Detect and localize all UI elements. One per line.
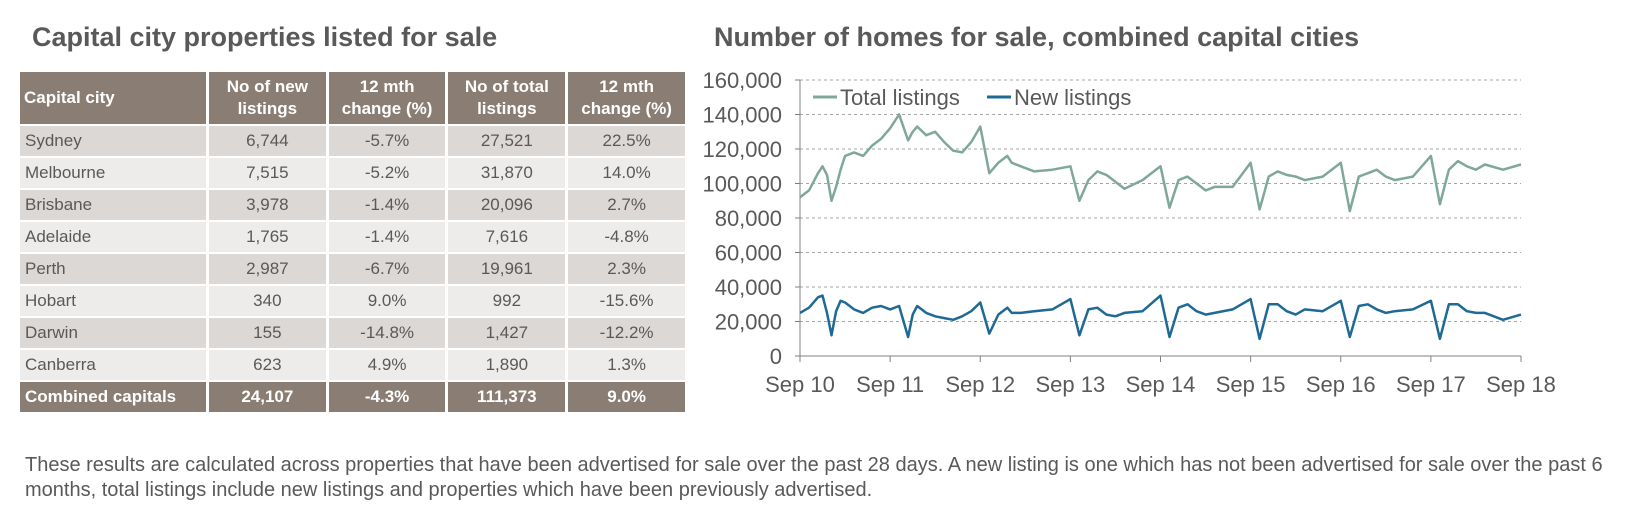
x-tick-label: Sep 16 <box>1306 372 1376 397</box>
cell-total-change: 2.3% <box>568 254 685 284</box>
cell-total-listings: 31,870 <box>448 158 566 188</box>
cell-new-change: -1.4% <box>328 190 446 220</box>
cell-total-change: -15.6% <box>568 286 685 316</box>
cell-new-change: 4.9% <box>328 350 446 380</box>
cell-new-listings: 155 <box>208 318 326 348</box>
cell-new-listings: 1,765 <box>208 222 326 252</box>
legend-label: Total listings <box>840 85 960 110</box>
cell-city: Adelaide <box>20 222 206 252</box>
cell-new-listings: 2,987 <box>208 254 326 284</box>
cell-total-listings: 1,427 <box>448 318 566 348</box>
series-line-total-listings <box>799 113 1522 213</box>
total-new-change: -4.3% <box>328 382 446 412</box>
total-city: Combined capitals <box>20 382 206 412</box>
header-total-listings: No of total listings <box>448 72 566 124</box>
table-row: Canberra 623 4.9% 1,890 1.3% <box>20 350 685 380</box>
table-total-row: Combined capitals 24,107 -4.3% 111,373 9… <box>20 382 685 412</box>
cell-new-change: 9.0% <box>328 286 446 316</box>
cell-new-change: -6.7% <box>328 254 446 284</box>
cell-city: Melbourne <box>20 158 206 188</box>
cell-total-change: -12.2% <box>568 318 685 348</box>
cell-new-listings: 623 <box>208 350 326 380</box>
y-tick-label: 140,000 <box>702 103 782 128</box>
table-row: Sydney 6,744 -5.7% 27,521 22.5% <box>20 126 685 156</box>
header-new-listings: No of new listings <box>208 72 326 124</box>
cell-new-listings: 3,978 <box>208 190 326 220</box>
cell-new-listings: 340 <box>208 286 326 316</box>
table-title: Capital city properties listed for sale <box>32 22 498 52</box>
total-total-listings: 111,373 <box>448 382 566 412</box>
cell-new-change: -1.4% <box>328 222 446 252</box>
x-tick-label: Sep 14 <box>1126 372 1196 397</box>
cell-total-change: 22.5% <box>568 126 685 156</box>
x-tick-label: Sep 15 <box>1216 372 1286 397</box>
y-tick-label: 120,000 <box>702 137 782 162</box>
cell-new-change: -5.7% <box>328 126 446 156</box>
table-row: Perth 2,987 -6.7% 19,961 2.3% <box>20 254 685 284</box>
y-tick-label: 160,000 <box>702 68 782 93</box>
cell-total-change: 1.3% <box>568 350 685 380</box>
cell-total-listings: 1,890 <box>448 350 566 380</box>
total-new-listings: 24,107 <box>208 382 326 412</box>
header-capital-city: Capital city <box>20 72 206 124</box>
cell-total-change: 2.7% <box>568 190 685 220</box>
cell-new-listings: 6,744 <box>208 126 326 156</box>
cell-new-change: -5.2% <box>328 158 446 188</box>
y-tick-label: 20,000 <box>715 310 782 335</box>
table-row: Adelaide 1,765 -1.4% 7,616 -4.8% <box>20 222 685 252</box>
cell-city: Sydney <box>20 126 206 156</box>
x-tick-label: Sep 12 <box>945 372 1015 397</box>
listings-table: Capital city No of new listings 12 mth c… <box>17 70 688 414</box>
cell-city: Hobart <box>20 286 206 316</box>
y-tick-label: 80,000 <box>715 206 782 231</box>
y-tick-label: 60,000 <box>715 241 782 266</box>
cell-total-listings: 7,616 <box>448 222 566 252</box>
cell-total-listings: 992 <box>448 286 566 316</box>
x-tick-label: Sep 11 <box>856 372 924 397</box>
table-row: Melbourne 7,515 -5.2% 31,870 14.0% <box>20 158 685 188</box>
table-header-row: Capital city No of new listings 12 mth c… <box>20 72 685 124</box>
cell-new-change: -14.8% <box>328 318 446 348</box>
x-tick-label: Sep 18 <box>1486 372 1556 397</box>
x-tick-label: Sep 10 <box>765 372 835 397</box>
chart-title: Number of homes for sale, combined capit… <box>714 22 1360 52</box>
y-tick-label: 100,000 <box>702 172 782 197</box>
legend-label: New listings <box>1014 85 1131 110</box>
y-tick-label: 40,000 <box>715 275 782 300</box>
cell-total-change: 14.0% <box>568 158 685 188</box>
cell-city: Canberra <box>20 350 206 380</box>
homes-for-sale-chart: 0 20,000 40,000 60,000 80,000 100,000 120,000 1… <box>702 68 1556 397</box>
cell-city: Brisbane <box>20 190 206 220</box>
table-row: Brisbane 3,978 -1.4% 20,096 2.7% <box>20 190 685 220</box>
cell-total-listings: 19,961 <box>448 254 566 284</box>
header-new-change: 12 mth change (%) <box>328 72 446 124</box>
cell-city: Perth <box>20 254 206 284</box>
table-row: Darwin 155 -14.8% 1,427 -12.2% <box>20 318 685 348</box>
cell-new-listings: 7,515 <box>208 158 326 188</box>
cell-total-listings: 20,096 <box>448 190 566 220</box>
x-tick-label: Sep 13 <box>1036 372 1106 397</box>
series-line-new-listings <box>799 294 1522 341</box>
cell-total-change: -4.8% <box>568 222 685 252</box>
cell-city: Darwin <box>20 318 206 348</box>
y-tick-label: 0 <box>770 344 782 369</box>
x-tick-label: Sep 17 <box>1396 372 1466 397</box>
header-total-change: 12 mth change (%) <box>568 72 685 124</box>
footnote: These results are calculated across prop… <box>25 454 1603 501</box>
table-row: Hobart 340 9.0% 992 -15.6% <box>20 286 685 316</box>
cell-total-listings: 27,521 <box>448 126 566 156</box>
total-total-change: 9.0% <box>568 382 685 412</box>
